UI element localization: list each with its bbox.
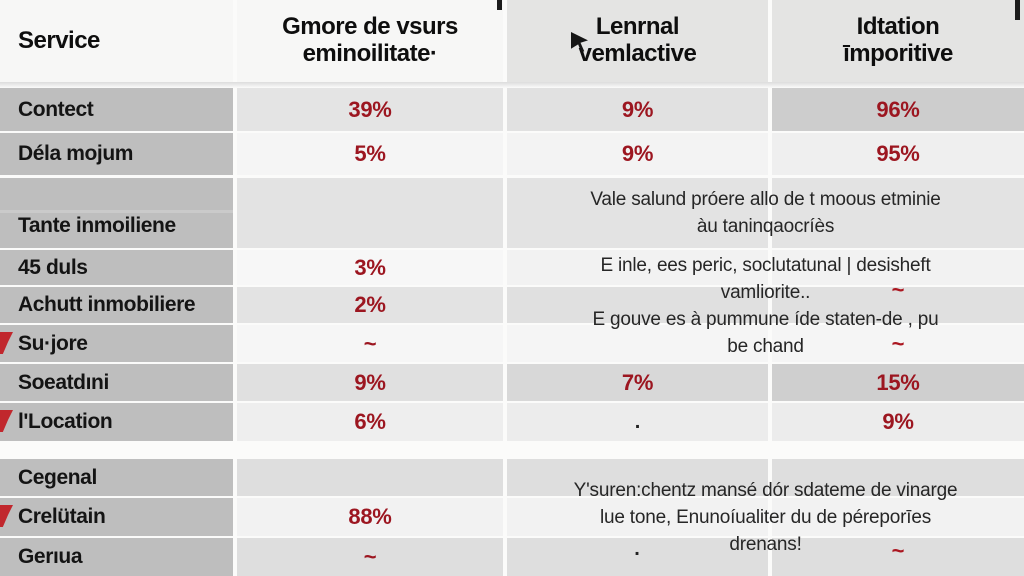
percent-value: 5% <box>354 141 386 166</box>
header-cell-service: Service <box>0 0 233 82</box>
row-label: l'Location <box>18 410 113 433</box>
value-cell <box>507 250 768 285</box>
value-cell <box>772 178 1024 248</box>
percent-value: 15% <box>876 369 920 395</box>
table-row: 45 duls 3% <box>0 250 1024 285</box>
value-cell <box>237 178 503 248</box>
percent-value: 9% <box>621 96 654 122</box>
value-cell <box>507 459 768 496</box>
column-header-label: Service <box>18 26 100 54</box>
divider-artifact <box>497 0 502 10</box>
value-cell <box>772 459 1024 496</box>
table-row: Crelütain 88% <box>0 498 1024 536</box>
value-cell <box>772 250 1024 285</box>
column-header-label: Gmore de vsurs eminoilitate· <box>282 13 458 67</box>
row-label-cell: Su·jore <box>0 325 233 362</box>
value-cell: 6% <box>237 403 503 441</box>
percent-value: 9% <box>621 141 654 166</box>
column-header-label: Lenrnal vemlactive <box>578 13 697 67</box>
row-label-cell: Achutt inmobiliere <box>0 287 233 323</box>
row-label-cell: Contect <box>0 88 233 131</box>
value-cell: . <box>507 403 768 441</box>
value-cell: 39% <box>237 88 503 131</box>
row-label-cell: Gerıua <box>0 538 233 576</box>
row-label-cell: Soeatdıni <box>0 364 233 401</box>
value-cell: 3% <box>237 250 503 285</box>
table-row: l'Location 6% . 9% <box>0 403 1024 441</box>
value-cell: 5% <box>237 133 503 175</box>
row-label: 45 duls <box>18 255 88 279</box>
value-cell: 9% <box>772 403 1024 441</box>
value-cell <box>507 287 768 323</box>
row-label: Crelütain <box>18 505 106 528</box>
row-label: Tante inmoiliene <box>18 214 176 237</box>
value-cell <box>507 538 768 576</box>
header-divider <box>0 82 1024 88</box>
value-cell <box>507 498 768 536</box>
header-row: Service Gmore de vsurs eminoilitate· Len… <box>0 0 1024 82</box>
value-cell: 9% <box>507 133 768 175</box>
table-row: Tante inmoiliene <box>0 178 1024 248</box>
row-label-cell: Cegenal <box>0 459 233 496</box>
row-label: Contect <box>18 97 94 121</box>
row-label-cell: Crelütain <box>0 498 233 536</box>
percent-value: 96% <box>876 96 920 122</box>
value-cell: 9% <box>507 88 768 131</box>
row-label-cell: Tante inmoiliene <box>0 178 233 248</box>
value-cell: 88% <box>237 498 503 536</box>
column-header-label: Idtation īmporitive <box>843 13 953 67</box>
row-label: Gerıua <box>18 545 83 568</box>
value-cell: 95% <box>772 133 1024 175</box>
value-cell: 96% <box>772 88 1024 131</box>
row-label: Déla mojum <box>18 142 134 165</box>
value-cell: 15% <box>772 364 1024 401</box>
value-cell <box>772 498 1024 536</box>
value-cell <box>237 459 503 496</box>
table-row: Soeatdıni 9% 7% 15% <box>0 364 1024 401</box>
header-cell-col3: Lenrnal vemlactive <box>507 0 768 82</box>
row-label-cell: l'Location <box>0 403 233 441</box>
table-row: Su·jore ~ <box>0 325 1024 362</box>
row-label-cell: 45 duls <box>0 250 233 285</box>
percent-value: 88% <box>348 504 392 529</box>
row-divider <box>0 210 233 213</box>
percent-value: 3% <box>354 254 386 280</box>
table-row: Contect 39% 9% 96% <box>0 88 1024 131</box>
value-cell: 2% <box>237 287 503 323</box>
row-label-cell: Déla mojum <box>0 133 233 175</box>
row-label: Achutt inmobiliere <box>18 293 196 316</box>
percent-value: 95% <box>876 141 920 166</box>
table-row: Déla mojum 5% 9% 95% <box>0 133 1024 175</box>
divider-artifact <box>1015 0 1020 20</box>
value-cell <box>772 325 1024 362</box>
table-row: Cegenal <box>0 459 1024 496</box>
header-cell-col4: Idtation īmporitive <box>772 0 1024 82</box>
value-cell <box>507 178 768 248</box>
value-cell: ~ <box>237 325 503 362</box>
value-cell <box>772 287 1024 323</box>
tilde-value: ~ <box>363 330 377 356</box>
table-row: Gerıua ~ <box>0 538 1024 576</box>
percent-value: 2% <box>354 292 386 317</box>
value-cell <box>507 325 768 362</box>
value-cell: 9% <box>237 364 503 401</box>
value-cell <box>772 538 1024 576</box>
percent-value: 39% <box>348 96 392 122</box>
dot-value: . <box>634 410 641 433</box>
percent-value: 9% <box>354 369 386 395</box>
row-label: Cegenal <box>18 465 97 489</box>
percent-value: 9% <box>882 409 914 434</box>
value-cell: 7% <box>507 364 768 401</box>
row-label: Su·jore <box>18 331 88 355</box>
percent-value: 7% <box>621 369 654 395</box>
value-cell: ~ <box>237 538 503 576</box>
tilde-value: ~ <box>363 544 377 569</box>
row-label: Soeatdıni <box>18 370 109 394</box>
header-cell-col2: Gmore de vsurs eminoilitate· <box>237 0 503 82</box>
percent-value: 6% <box>354 409 386 434</box>
table-row: Achutt inmobiliere 2% <box>0 287 1024 323</box>
